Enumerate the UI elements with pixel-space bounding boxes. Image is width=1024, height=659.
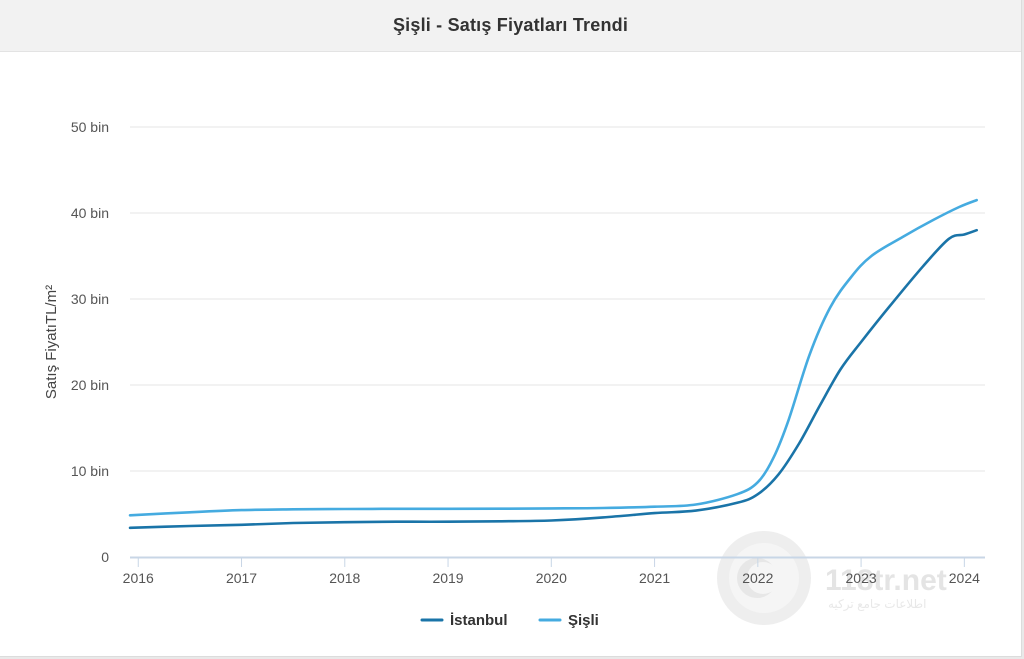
- legend[interactable]: İstanbul Şişli: [420, 612, 599, 629]
- series-line-istanbul[interactable]: [128, 228, 978, 530]
- watermark-text: 118tr.net: [825, 564, 947, 597]
- page-title: Şişli - Satış Fiyatları Trendi: [392, 15, 629, 35]
- x-tick-label: 2021: [639, 570, 670, 586]
- watermark: 118tr.net اطلاعات جامع ترکیه: [717, 531, 947, 625]
- legend-item-sisli[interactable]: Şişli: [538, 612, 599, 629]
- x-tick-label: 2019: [432, 570, 463, 586]
- x-tick-label: 2016: [123, 570, 154, 586]
- y-tick-label: 0: [101, 549, 109, 565]
- x-tick-label: 2022: [742, 570, 773, 586]
- series-line-sisli[interactable]: [128, 198, 978, 517]
- x-tick-label: 2023: [846, 570, 877, 586]
- x-tick-label: 2018: [329, 570, 360, 586]
- chart-header: Şişli - Satış Fiyatları Trendi: [0, 0, 1021, 52]
- watermark-subtitle: اطلاعات جامع ترکیه: [828, 597, 926, 612]
- y-axis-ticks: 0 10 bin 20 bin 30 bin 40 bin 50 bin: [71, 119, 109, 565]
- legend-label: İstanbul: [450, 612, 508, 629]
- x-tick-label: 2017: [226, 570, 257, 586]
- x-axis: 2016 2017 2018 2019 2020 2021 2022 2023 2024: [123, 556, 985, 586]
- y-tick-label: 40 bin: [71, 205, 109, 221]
- y-axis-title: Satış FiyatıTL/m²: [43, 285, 60, 399]
- series-lines: [128, 198, 978, 530]
- y-tick-label: 30 bin: [71, 291, 109, 307]
- y-tick-label: 50 bin: [71, 119, 109, 135]
- x-tick-label: 2020: [536, 570, 567, 586]
- legend-item-istanbul[interactable]: İstanbul: [420, 612, 508, 629]
- legend-label: Şişli: [568, 612, 599, 629]
- x-tick-label: 2024: [949, 570, 980, 586]
- y-tick-label: 10 bin: [71, 463, 109, 479]
- grid-lines: [130, 126, 985, 472]
- y-tick-label: 20 bin: [71, 377, 109, 393]
